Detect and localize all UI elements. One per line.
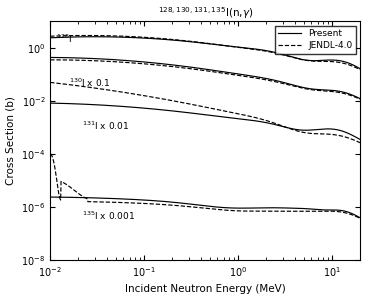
JENDL-4.0 bbox=[85, 34, 89, 37]
JENDL-4.0 bbox=[237, 46, 241, 49]
Line: JENDL-4.0: JENDL-4.0 bbox=[50, 35, 361, 70]
Title: $^{128,130,131,135}$I(n,$\gamma$): $^{128,130,131,135}$I(n,$\gamma$) bbox=[158, 6, 253, 21]
Present bbox=[228, 44, 233, 48]
Present bbox=[67, 35, 71, 39]
X-axis label: Incident Neutron Energy (MeV): Incident Neutron Energy (MeV) bbox=[125, 284, 286, 294]
JENDL-4.0 bbox=[228, 44, 233, 48]
Text: $^{130}$I x 0.1: $^{130}$I x 0.1 bbox=[69, 77, 111, 89]
Present bbox=[284, 53, 288, 57]
Present bbox=[246, 46, 250, 50]
Line: Present: Present bbox=[50, 37, 361, 69]
Text: $^{131}$I x 0.01: $^{131}$I x 0.01 bbox=[82, 120, 130, 132]
Present bbox=[92, 35, 97, 38]
JENDL-4.0 bbox=[246, 47, 250, 50]
Present bbox=[48, 36, 52, 40]
Y-axis label: Cross Section (b): Cross Section (b) bbox=[5, 96, 16, 185]
JENDL-4.0 bbox=[67, 34, 71, 38]
Present bbox=[358, 67, 363, 71]
Present bbox=[315, 59, 320, 62]
JENDL-4.0 bbox=[315, 59, 320, 63]
JENDL-4.0 bbox=[48, 34, 52, 38]
Text: $^{135}$I x 0.001: $^{135}$I x 0.001 bbox=[82, 209, 135, 222]
JENDL-4.0 bbox=[284, 54, 288, 58]
Text: $^{128}$I: $^{128}$I bbox=[56, 32, 72, 45]
JENDL-4.0 bbox=[358, 68, 363, 72]
Legend: Present, JENDL-4.0: Present, JENDL-4.0 bbox=[274, 26, 356, 54]
Present bbox=[237, 45, 241, 49]
